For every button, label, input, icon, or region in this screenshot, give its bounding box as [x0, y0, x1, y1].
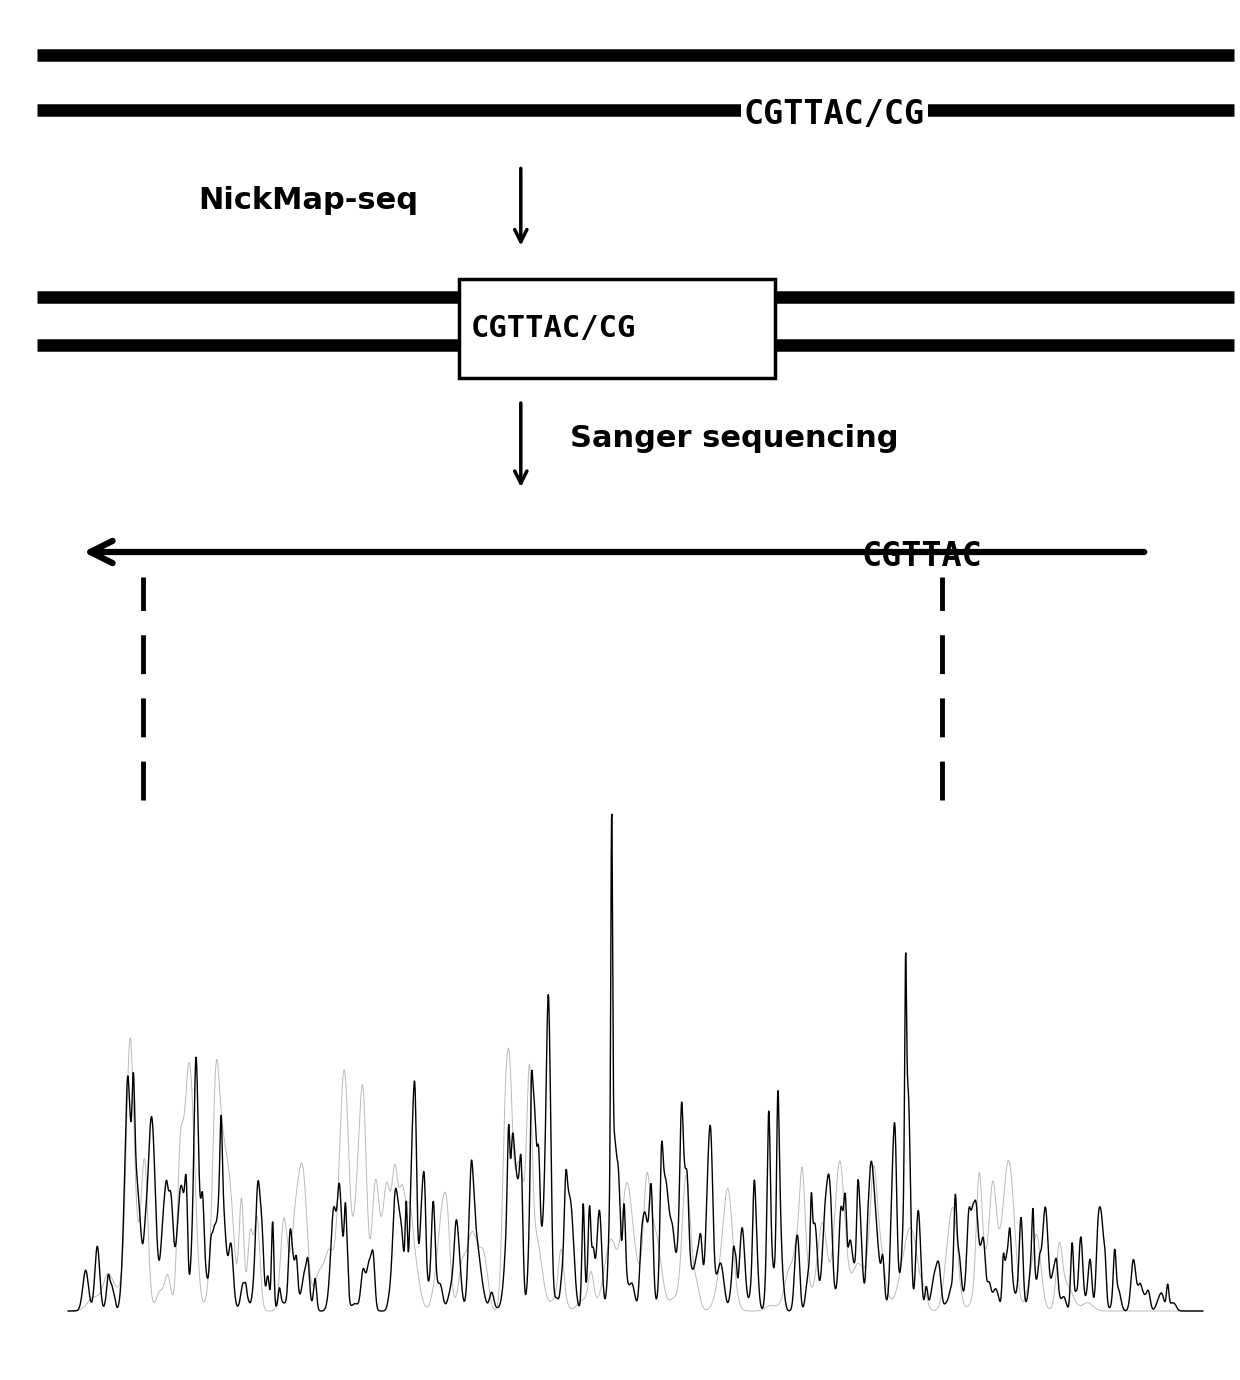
Text: CGTTAC/CG: CGTTAC/CG [471, 313, 636, 344]
Bar [459, 279, 775, 378]
Text: Sanger sequencing: Sanger sequencing [570, 424, 899, 454]
Text: NickMap-seq: NickMap-seq [198, 185, 418, 215]
Text: CGTTAC: CGTTAC [862, 540, 982, 573]
Text: CGTTAC/CG: CGTTAC/CG [744, 98, 925, 131]
